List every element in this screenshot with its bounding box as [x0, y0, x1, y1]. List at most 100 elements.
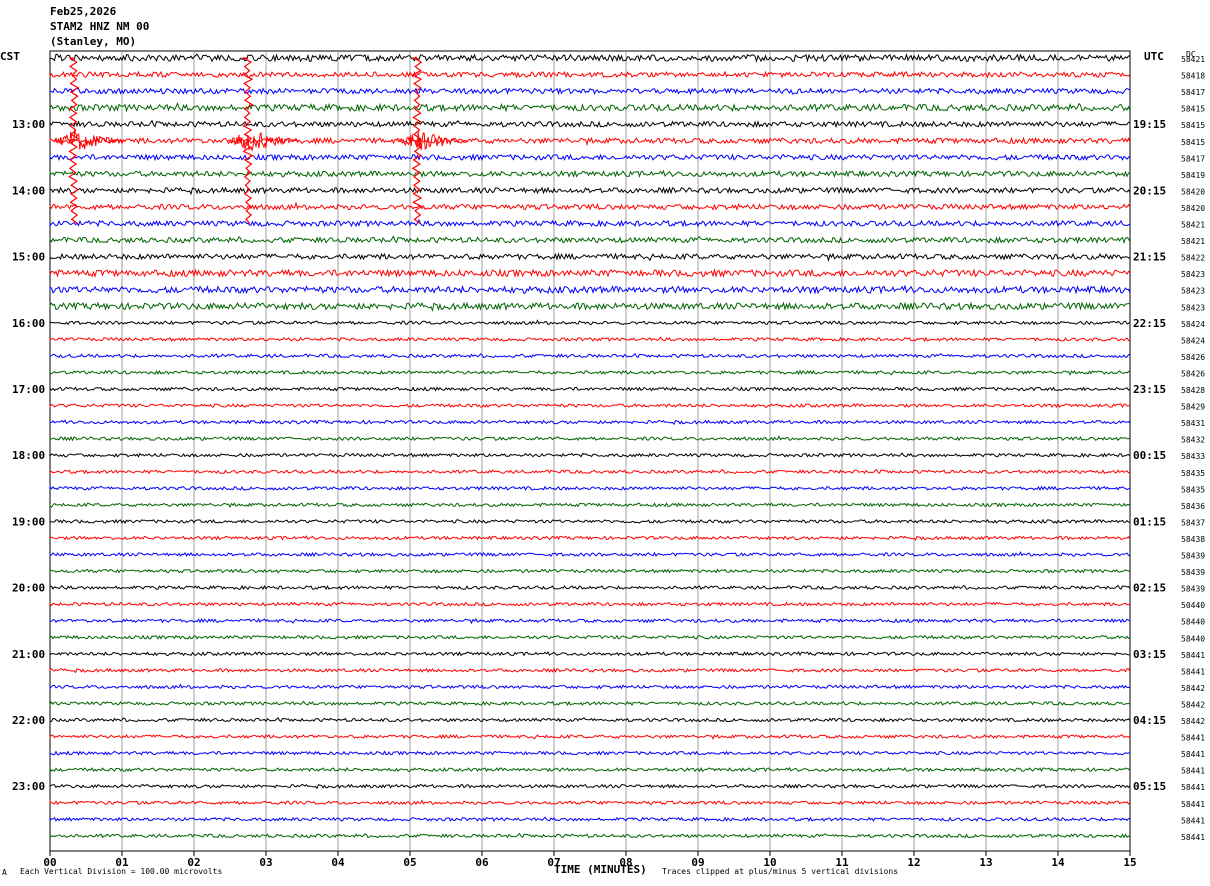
cst-hour-label: 15:00 — [12, 251, 45, 264]
trace-row — [49, 70, 1131, 79]
dc-offset-label: 50440 — [1181, 601, 1205, 610]
trace-row — [49, 53, 1131, 63]
event-burst — [241, 57, 254, 224]
corner-mark: A — [2, 868, 7, 877]
dc-offset-label: 58438 — [1181, 535, 1205, 544]
cst-hour-label: 17:00 — [12, 383, 45, 396]
dc-offset-label: 58442 — [1181, 717, 1205, 726]
event-burst — [68, 57, 80, 224]
dc-offset-label: 58420 — [1181, 187, 1205, 196]
trace-row — [49, 402, 1131, 409]
x-tick-label: 02 — [187, 856, 200, 869]
dc-offset-label: 58439 — [1181, 552, 1205, 561]
trace-row — [49, 369, 1131, 376]
trace-row — [49, 667, 1131, 674]
dc-offset-label: 58442 — [1181, 684, 1205, 693]
utc-hour-label: 01:15 — [1133, 515, 1166, 528]
x-tick-label: 03 — [259, 856, 272, 869]
trace-row — [49, 550, 1131, 558]
dc-offset-label: 58441 — [1181, 734, 1205, 743]
cst-hour-label: 20:00 — [12, 582, 45, 595]
cst-hour-label: 22:00 — [12, 714, 45, 727]
dc-offset-label: 58437 — [1181, 518, 1205, 527]
trace-row — [49, 169, 1131, 178]
dc-offset-label: 58441 — [1181, 833, 1205, 842]
x-tick-label: 10 — [763, 856, 776, 869]
dc-offset-label: 58439 — [1181, 585, 1205, 594]
trace-row — [49, 717, 1131, 723]
dc-offset-label: 58421 — [1181, 237, 1205, 246]
event-coda — [53, 129, 124, 150]
dc-offset-label: 58420 — [1181, 204, 1205, 213]
dc-offset-label: 58441 — [1181, 783, 1205, 792]
trace-row — [49, 617, 1131, 625]
x-tick-label: 05 — [403, 856, 416, 869]
right-timezone-label: UTC — [1144, 50, 1164, 63]
utc-hour-label: 02:15 — [1133, 582, 1166, 595]
dc-offset-label: 58441 — [1181, 767, 1205, 776]
trace-row — [49, 651, 1131, 657]
dc-offset-label: 58441 — [1181, 651, 1205, 660]
trace-row — [49, 452, 1131, 458]
x-tick-label: 01 — [115, 856, 129, 869]
dc-offset-label: 58423 — [1181, 270, 1205, 279]
dc-offset-label: 58428 — [1181, 386, 1205, 395]
dc-offset-label: 58426 — [1181, 369, 1205, 378]
event-burst — [411, 57, 423, 224]
header-station: STAM2 HNZ NM 00 — [50, 20, 150, 33]
cst-hour-label: 18:00 — [12, 449, 45, 462]
dc-offset-label: 58415 — [1181, 121, 1205, 130]
dc-offset-label: 58440 — [1181, 618, 1205, 627]
header-location: (Stanley, MO) — [50, 35, 137, 48]
scale-note: Each Vertical Division = 100.00 microvol… — [20, 867, 223, 876]
trace-row — [49, 568, 1131, 574]
cst-hour-label: 19:00 — [12, 515, 45, 528]
cst-hour-label: 13:00 — [12, 118, 45, 131]
dc-offset-label: 58439 — [1181, 568, 1205, 577]
event-coda — [227, 131, 298, 152]
trace-row — [49, 352, 1131, 359]
x-tick-label: 15 — [1123, 856, 1136, 869]
trace-row — [49, 601, 1131, 607]
dc-offset-label: 58424 — [1181, 336, 1205, 345]
utc-hour-label: 04:15 — [1133, 714, 1166, 727]
trace-row — [49, 535, 1131, 541]
trace-row — [49, 832, 1131, 839]
dc-offset-label: 58442 — [1181, 700, 1205, 709]
trace-row — [49, 201, 1131, 211]
utc-hour-label: 05:15 — [1133, 780, 1166, 793]
cst-hour-label: 23:00 — [12, 780, 45, 793]
utc-hour-label: 00:15 — [1133, 449, 1166, 462]
dc-offset-label: 58417 — [1181, 88, 1205, 97]
trace-row — [49, 252, 1131, 263]
dc-offset-label: 58415 — [1181, 105, 1205, 114]
x-tick-label: 11 — [835, 856, 849, 869]
utc-hour-label: 23:15 — [1133, 383, 1166, 396]
x-tick-label: 07 — [547, 856, 560, 869]
utc-hour-label: 20:15 — [1133, 184, 1166, 197]
dc-offset-label: 58423 — [1181, 303, 1205, 312]
trace-row — [49, 235, 1131, 245]
dc-offset-label: 58436 — [1181, 502, 1205, 511]
x-axis-title: TIME (MINUTES) — [554, 863, 647, 876]
dc-offset-label: 58426 — [1181, 353, 1205, 362]
dc-offset-label: 58421 — [1181, 221, 1205, 230]
cst-hour-label: 16:00 — [12, 317, 45, 330]
trace-row — [49, 87, 1131, 96]
dc-offset-label: 58417 — [1181, 154, 1205, 163]
cst-hour-label: 21:00 — [12, 648, 45, 661]
trace-row — [49, 268, 1131, 279]
trace-row — [49, 766, 1131, 773]
trace-row — [49, 119, 1131, 129]
dc-offset-label: 58441 — [1181, 800, 1205, 809]
trace-row — [49, 700, 1131, 707]
trace-row — [49, 799, 1131, 806]
dc-offset-label: 58424 — [1181, 320, 1205, 329]
trace-row — [49, 153, 1131, 162]
trace-row — [49, 750, 1131, 756]
dc-offset-label: 58419 — [1181, 171, 1205, 180]
trace-row — [49, 319, 1131, 326]
trace-row — [49, 518, 1130, 524]
cst-hour-label: 14:00 — [12, 184, 45, 197]
